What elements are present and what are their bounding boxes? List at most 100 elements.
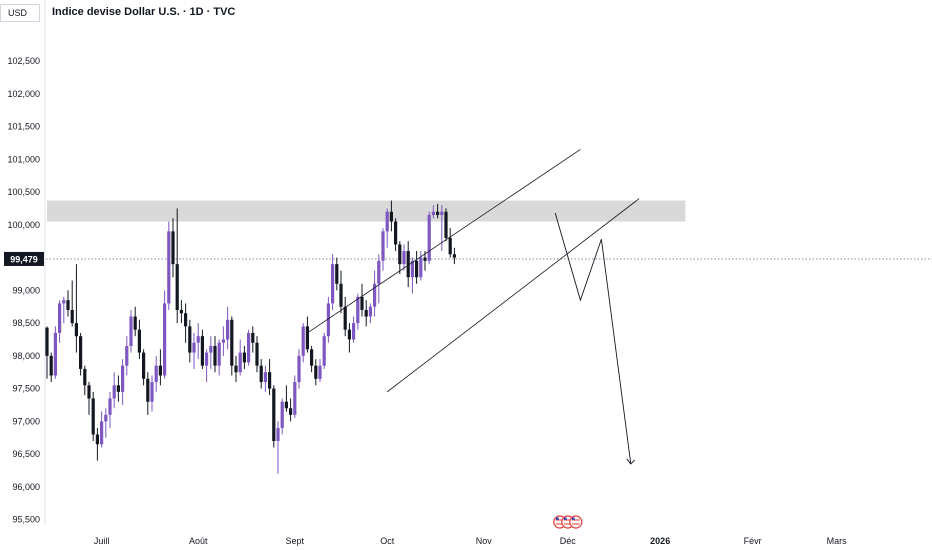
candle-body (234, 365, 238, 373)
us-flag-canton (563, 517, 567, 520)
current-price-label: 99,479 (10, 254, 38, 264)
candle-body (301, 326, 305, 356)
candle-body (326, 303, 330, 337)
candle-body (238, 352, 242, 373)
candle-body (272, 388, 276, 442)
y-tick-label: 97,500 (12, 384, 40, 394)
candle-body (196, 336, 200, 343)
candle-body (142, 352, 146, 379)
candle-body (95, 434, 99, 445)
candle-body (419, 257, 423, 278)
candle-body (79, 336, 83, 369)
candle-body (221, 339, 225, 343)
us-flag-icon (569, 515, 583, 529)
candle-body (331, 264, 335, 304)
candle-body (322, 336, 326, 366)
candle-body (125, 346, 129, 366)
candle-body (66, 300, 70, 310)
y-tick-label: 102,000 (7, 89, 40, 99)
candle-body (318, 365, 322, 379)
candle-body (377, 260, 381, 284)
candle-body (427, 214, 431, 261)
candle-body (171, 231, 175, 265)
x-tick-label: Déc (560, 536, 577, 546)
candle-body (129, 316, 133, 347)
candle-body (389, 211, 393, 222)
candle-body (255, 342, 259, 366)
x-tick-label: Mars (827, 536, 847, 546)
candle-body (343, 306, 347, 330)
candle-body (70, 309, 74, 324)
candle-body (200, 336, 204, 366)
candle-body (133, 316, 137, 330)
x-tick-label: Oct (380, 536, 395, 546)
candle-body (310, 349, 314, 366)
y-tick-label: 99,000 (12, 285, 40, 295)
candle-body (167, 231, 171, 304)
candle-body (150, 382, 154, 402)
candle-body (368, 306, 372, 317)
candle-body (436, 211, 440, 215)
candle-body (158, 365, 162, 376)
candle-body (305, 326, 309, 350)
x-tick-label: Juill (94, 536, 110, 546)
y-tick-label: 96,500 (12, 449, 40, 459)
candle-body (87, 385, 91, 399)
candle-body (104, 414, 108, 422)
candle-body (154, 365, 158, 383)
y-tick-label: 100,500 (7, 187, 40, 197)
us-flag-canton (571, 517, 575, 520)
candle-body (100, 421, 104, 445)
currency-label[interactable]: USD (0, 4, 40, 22)
candle-body (394, 221, 398, 245)
candle-body (402, 251, 406, 265)
candle-body (373, 283, 377, 307)
candle-body (58, 303, 62, 333)
candle-body (276, 427, 280, 442)
candle-body (213, 346, 217, 366)
candle-body (121, 365, 125, 392)
candle-body (91, 398, 95, 435)
x-tick-label: Sept (286, 536, 305, 546)
y-tick-label: 100,000 (7, 220, 40, 230)
candle-body (440, 211, 444, 215)
y-tick-label: 102,500 (7, 56, 40, 66)
candle-body (339, 283, 343, 307)
candle-body (398, 244, 402, 265)
y-tick-label: 96,000 (12, 482, 40, 492)
candle-body (297, 355, 301, 383)
candle-body (108, 398, 112, 415)
channel-lower-line (386, 198, 640, 393)
candle-body (251, 332, 255, 343)
candle-body (347, 329, 351, 340)
x-tick-label: Févr (744, 536, 762, 546)
candle-body (314, 365, 318, 379)
candle-body (179, 309, 183, 314)
candle-body (62, 300, 66, 304)
y-tick-label: 101,000 (7, 154, 40, 164)
candle-body (431, 211, 435, 215)
candle-body (423, 257, 427, 261)
y-tick-label: 101,500 (7, 122, 40, 132)
candle-body (116, 385, 120, 392)
y-tick-label: 97,000 (12, 416, 40, 426)
candle-body (163, 303, 167, 376)
candle-body (247, 332, 251, 363)
projection-arrowhead (626, 458, 636, 465)
candle-body (335, 264, 339, 284)
candle-body (360, 296, 364, 310)
candle-body (263, 372, 267, 383)
candle-body (242, 352, 246, 363)
candle-body (83, 368, 87, 386)
candle-body (284, 401, 288, 409)
candle-body (146, 378, 150, 402)
candle-body (293, 382, 297, 415)
candle-body (448, 237, 452, 255)
candle-body (280, 401, 284, 428)
candle-body (49, 355, 53, 376)
resistance-zone (47, 200, 686, 222)
candle-body (45, 327, 49, 356)
candle-body (175, 264, 179, 310)
candle-body (53, 332, 57, 376)
